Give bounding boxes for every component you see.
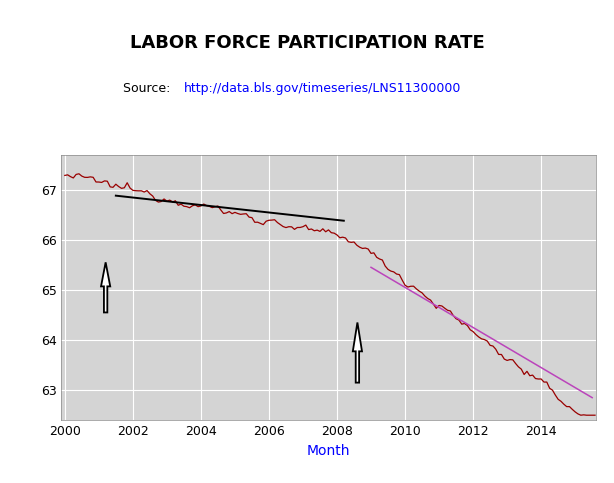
Polygon shape	[353, 323, 362, 383]
X-axis label: Month: Month	[307, 443, 350, 457]
Text: Source:: Source:	[123, 82, 174, 95]
Text: http://data.bls.gov/timeseries/LNS11300000: http://data.bls.gov/timeseries/LNS113000…	[184, 82, 462, 95]
Polygon shape	[101, 262, 111, 313]
Text: LABOR FORCE PARTICIPATION RATE: LABOR FORCE PARTICIPATION RATE	[130, 34, 484, 52]
